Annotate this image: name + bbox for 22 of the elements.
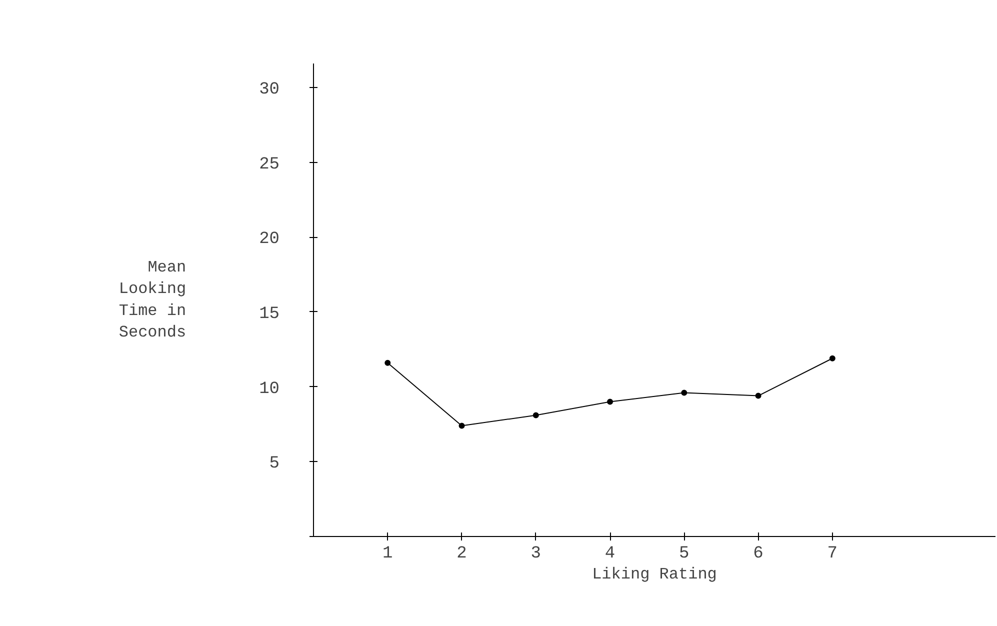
x-tick-label: 6 [753,544,764,564]
x-tick-label: 1 [382,544,393,564]
point [458,422,465,429]
y-tick-label: 5 [269,454,280,474]
point [607,398,614,405]
point [755,392,762,399]
point [384,360,391,366]
y-tick-label: 25 [259,155,280,174]
x-tick-label: 3 [530,544,541,564]
point [681,390,688,396]
point [829,355,836,362]
y-tick-label: 20 [259,230,280,250]
x-tick-label: 5 [679,544,690,564]
x-tick-label: 7 [827,544,838,564]
y-axis-title: Mean Looking Time in Seconds [118,258,186,342]
x-tick-label: 4 [604,544,616,564]
y-tick-label: 30 [259,80,280,100]
y-tick-label: 15 [259,304,280,324]
point [532,412,539,418]
y-tick-label: 10 [259,380,280,399]
x-axis-title: Liking Rating [592,566,717,584]
x-tick-label: 2 [456,544,467,564]
